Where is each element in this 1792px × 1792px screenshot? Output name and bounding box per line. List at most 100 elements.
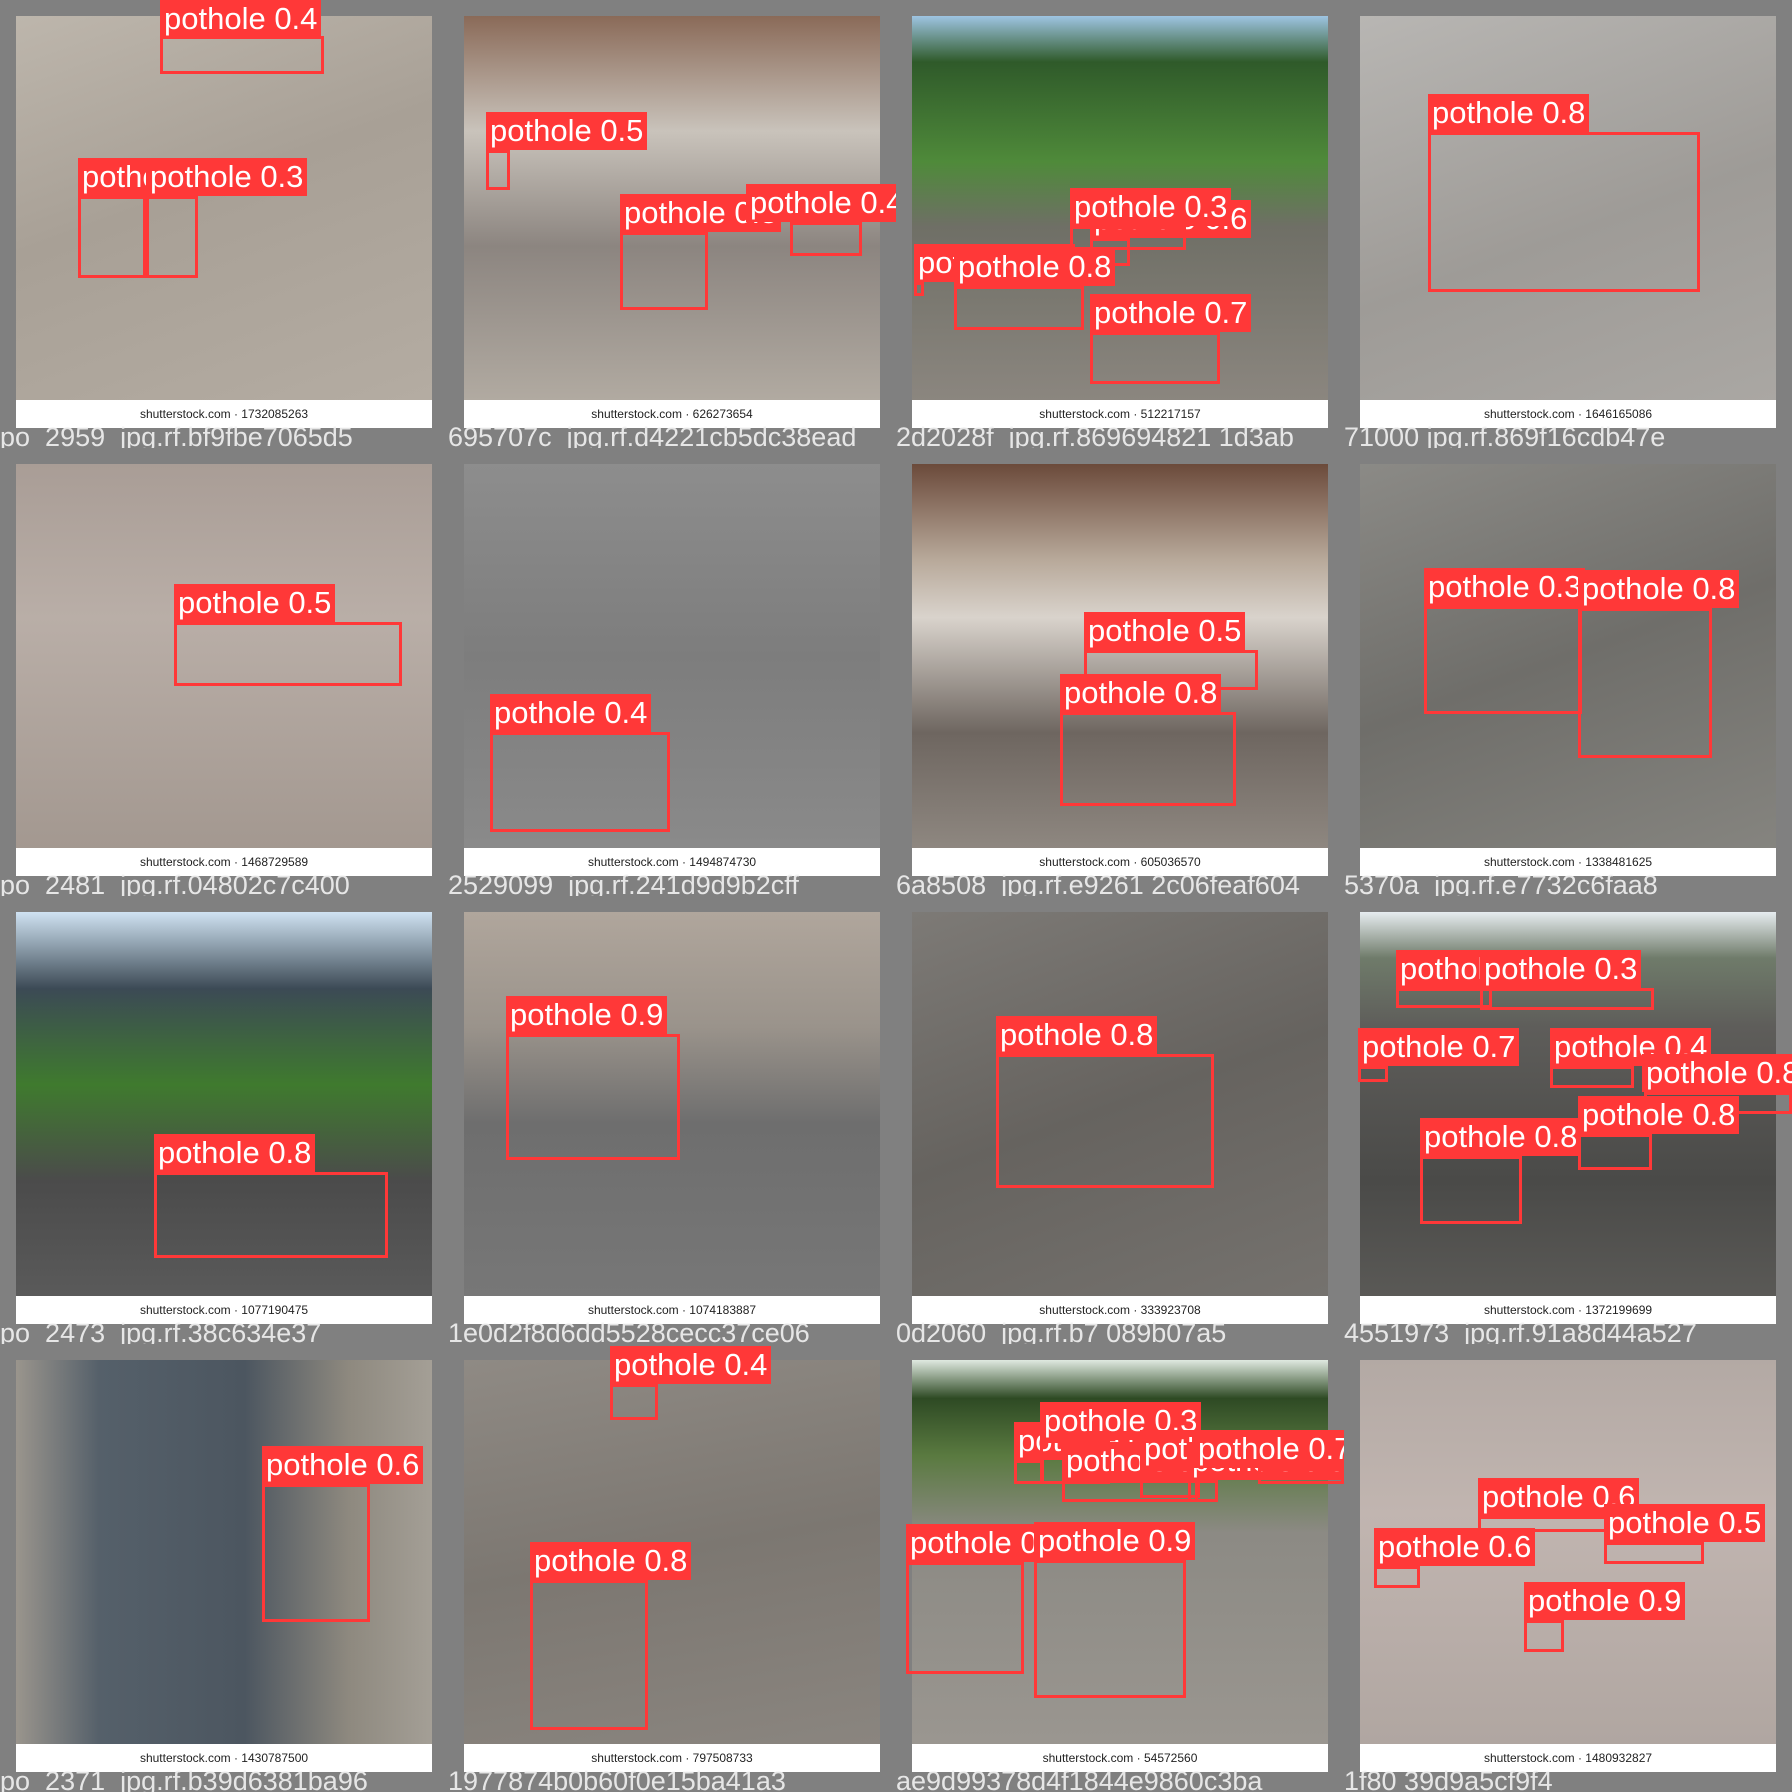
image-filename: 2529099_jpg.rf.241d9d9b2cff: [448, 870, 799, 897]
detection-box: [914, 282, 924, 296]
detection-label: pothole 0.3: [1070, 188, 1232, 226]
mosaic-tile: shutterstock.com · 1480932827 pothole 0.6…: [1344, 1344, 1792, 1792]
detection-box: [1578, 1134, 1652, 1170]
detection-label: pothole 0.3: [1480, 950, 1642, 988]
mosaic-tile: shutterstock.com · 1077190475 pothole 0.8…: [0, 896, 448, 1344]
stock-watermark: shutterstock.com · 1077190475: [16, 1296, 432, 1324]
detection-label: pothole 0.8: [1642, 1054, 1792, 1092]
detection-box: [160, 36, 324, 74]
stock-watermark: shutterstock.com · 512217157: [912, 400, 1328, 428]
stock-watermark: shutterstock.com · 1372199699: [1360, 1296, 1776, 1324]
detection-box: [1188, 1480, 1218, 1502]
image-filename: 0d2060_jpg.rf.b7 089b07a5: [896, 1318, 1227, 1345]
road-photo: [16, 464, 432, 848]
detection-label: pothole 0.6: [262, 1446, 424, 1484]
stock-watermark: shutterstock.com · 1468729589: [16, 848, 432, 876]
detection-box: [490, 732, 670, 832]
detection-box: [790, 222, 862, 256]
detection-label: pothole 0.5: [1084, 612, 1246, 650]
detection-box: [1550, 1066, 1634, 1088]
detection-label: pothole 0.8: [1578, 570, 1740, 608]
mosaic-tile: shutterstock.com · 1494874730 pothole 0.4…: [448, 448, 896, 896]
road-photo: [16, 16, 432, 400]
image-filename: 1f80 39d9a5cf9f4: [1344, 1766, 1553, 1792]
image-filename: 4551973_jpg.rf.91a8d44a527: [1344, 1318, 1697, 1345]
stock-watermark: shutterstock.com · 1074183887: [464, 1296, 880, 1324]
detection-label: pothole 0.7: [1358, 1028, 1520, 1066]
detection-box: [1034, 1560, 1186, 1698]
detection-label: pothole 0.3: [1040, 1402, 1202, 1440]
detection-box: [146, 196, 198, 278]
detection-box: [1060, 712, 1236, 806]
detection-label: pothole 0.9: [1034, 1522, 1196, 1560]
detection-label: pothole 0.4: [610, 1346, 772, 1384]
mosaic-tile: shutterstock.com · 333923708 pothole 0.8 0…: [896, 896, 1344, 1344]
detection-label: pothole 0.9: [1524, 1582, 1686, 1620]
road-photo: [464, 464, 880, 848]
road-photo: [464, 912, 880, 1296]
detection-box: [486, 150, 510, 190]
detection-box: [1424, 606, 1582, 714]
road-photo: [16, 1360, 432, 1744]
stock-watermark: shutterstock.com · 1430787500: [16, 1744, 432, 1772]
image-filename: po_2481_jpg.rf.04802c7c400: [0, 870, 350, 897]
detection-label: pothole 0.9: [506, 996, 668, 1034]
stock-watermark: shutterstock.com · 1480932827: [1360, 1744, 1776, 1772]
detection-box: [1090, 332, 1220, 384]
stock-watermark: shutterstock.com · 1732085263: [16, 400, 432, 428]
detection-box: [1374, 1566, 1420, 1588]
detection-box: [1420, 1156, 1522, 1224]
mosaic-tile: shutterstock.com · 1468729589 pothole 0.5…: [0, 448, 448, 896]
stock-watermark: shutterstock.com · 333923708: [912, 1296, 1328, 1324]
detection-box: [1358, 1066, 1388, 1082]
detection-label: pothole 0.7: [1194, 1430, 1344, 1468]
detection-label: pothole 0.7: [1090, 294, 1252, 332]
mosaic-tile: shutterstock.com · 605036570 pothole 0.5 p…: [896, 448, 1344, 896]
detection-box: [1578, 608, 1712, 758]
image-filename: 71000 jpg.rf.869f16cdb47e: [1344, 422, 1666, 449]
detection-box: [1070, 226, 1186, 250]
detection-box: [1062, 1480, 1198, 1502]
detection-box: [1480, 988, 1654, 1010]
detection-label: pothole 0.4: [160, 0, 322, 38]
road-photo: [912, 464, 1328, 848]
detection-label: pothole 0.4: [1550, 1028, 1712, 1066]
detection-box: [1604, 1542, 1704, 1564]
detection-box: [620, 232, 708, 310]
mosaic-tile: shutterstock.com · 1338481625 pothole 0.3…: [1344, 448, 1792, 896]
stock-watermark: shutterstock.com · 1338481625: [1360, 848, 1776, 876]
stock-watermark: shutterstock.com · 605036570: [912, 848, 1328, 876]
detection-box: [1524, 1620, 1564, 1652]
detection-box: [530, 1580, 648, 1730]
stock-watermark: shutterstock.com · 1646165086: [1360, 400, 1776, 428]
mosaic-tile: shutterstock.com · 626273654 pothole 0.5 p…: [448, 0, 896, 448]
detection-label: pothole 0.8: [1578, 1096, 1740, 1134]
stock-watermark: shutterstock.com · 54572560: [912, 1744, 1328, 1772]
mosaic-tile: shutterstock.com · 1732085263 pothole 0.4…: [0, 0, 448, 448]
mosaic-tile: shutterstock.com · 1646165086 pothole 0.8…: [1344, 0, 1792, 448]
stock-watermark: shutterstock.com · 797508733: [464, 1744, 880, 1772]
detection-box: [1396, 988, 1492, 1008]
image-filename: 1977874b0b60f0e15ba41a3: [448, 1766, 786, 1792]
image-filename: 5370a_jpg.rf.e7732c6faa8: [1344, 870, 1658, 897]
image-filename: 2d2028f_jpg.rf.869694821 1d3ab: [896, 422, 1294, 449]
detection-label: pothole 0.4: [746, 184, 896, 222]
detection-box: [154, 1172, 388, 1258]
image-filename: ae9d99378d4f1844e9860c3ba: [896, 1766, 1263, 1792]
detection-box: [1428, 132, 1700, 292]
detection-label: pothole 0.6: [1374, 1528, 1536, 1566]
detection-label: pothole 0.5: [174, 584, 336, 622]
detection-label: pothole 0.8: [996, 1016, 1158, 1054]
detection-label: pothole 0.4: [490, 694, 652, 732]
image-filename: 695707c_jpg.rf.d4221cb5dc38ead: [448, 422, 857, 449]
detection-label: pothole 0.8: [1428, 94, 1590, 132]
image-filename: 6a8508_jpg.rf.e9261 2c06feaf604: [896, 870, 1300, 897]
detection-box: [78, 196, 146, 278]
detection-label: pothole 0.8: [1060, 674, 1222, 712]
mosaic-tile: shutterstock.com · 1074183887 pothole 0.9…: [448, 896, 896, 1344]
detection-box: [174, 622, 402, 686]
detection-box: [996, 1054, 1214, 1188]
mosaic-tile: shutterstock.com · 1372199699 pothole 0.3…: [1344, 896, 1792, 1344]
image-filename: po_2371_jpg.rf.b39d6381ba96: [0, 1766, 368, 1792]
